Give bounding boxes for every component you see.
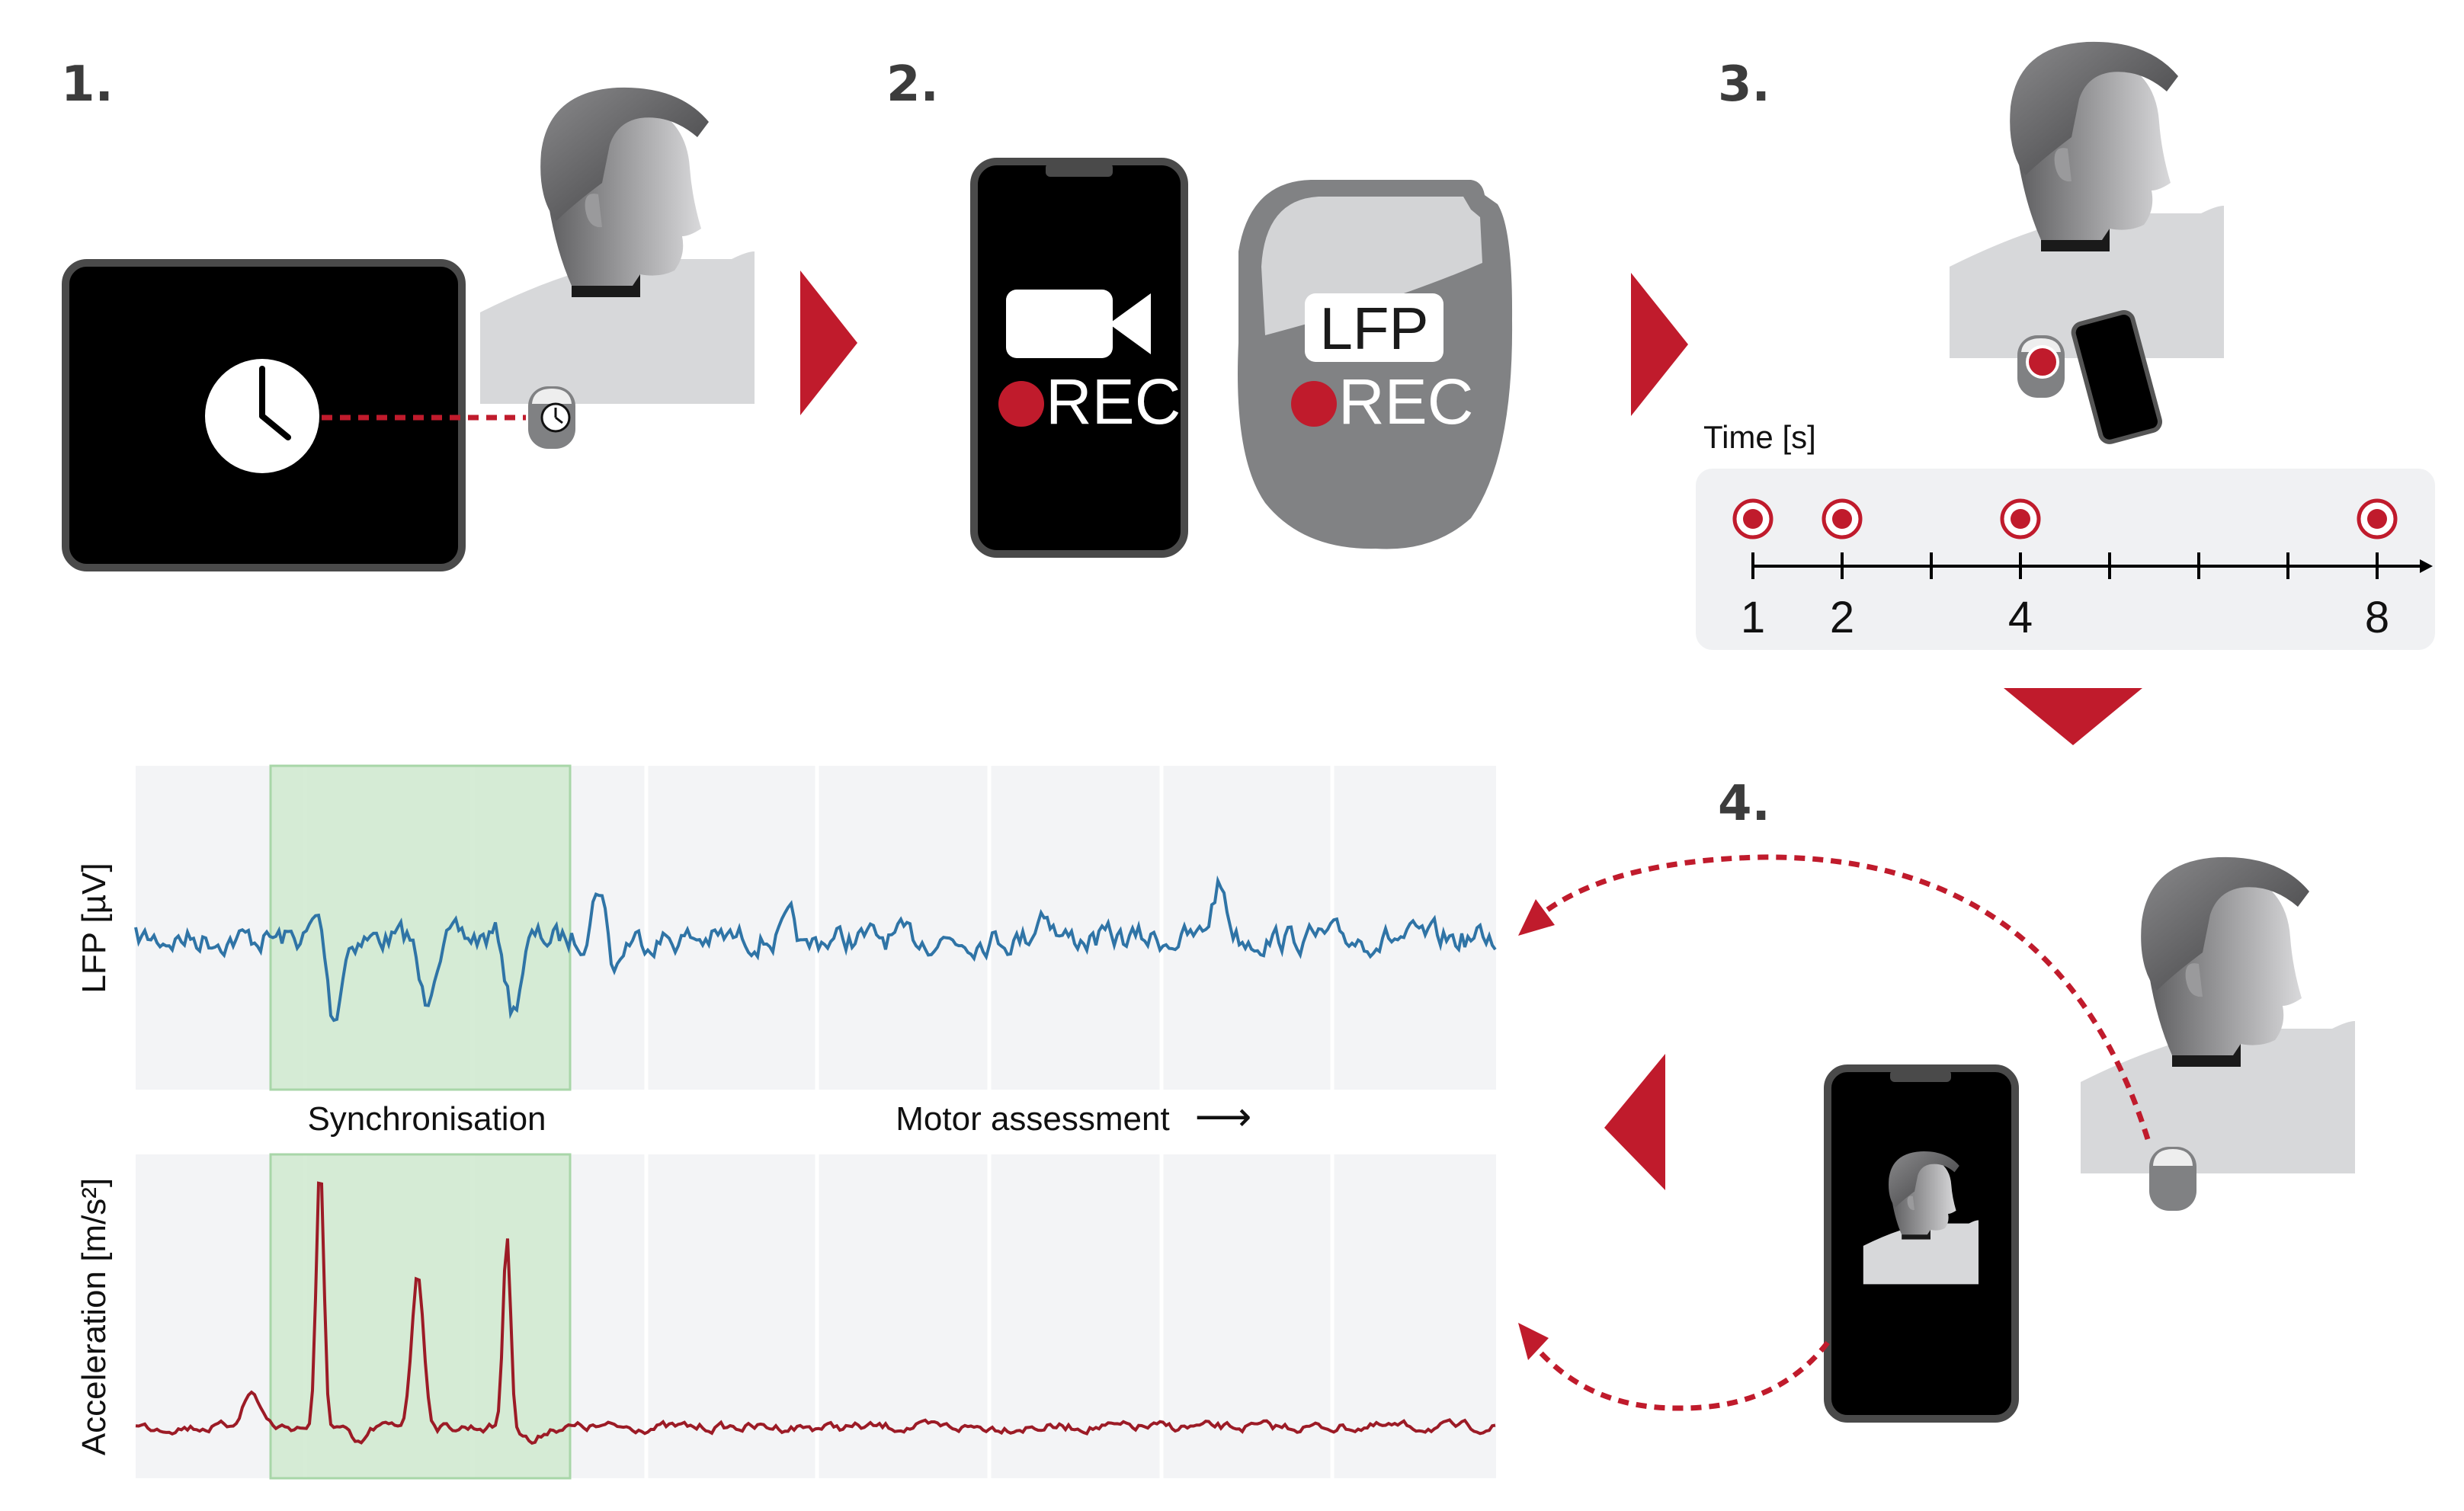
patient-figure-3	[1950, 41, 2224, 359]
video-camera-icon	[1006, 290, 1151, 358]
data-transfer-arrow-lfp	[1530, 854, 2151, 1141]
acceleration-plot: Acceleration [m/s²]	[75, 1153, 1496, 1480]
timeline-rec-dot	[2367, 509, 2387, 529]
acc-trace	[135, 1181, 1496, 1445]
phone-rec-label: REC	[1046, 366, 1181, 437]
step-3-label: 3.	[1718, 56, 1770, 113]
triangle-arrow-icon-left	[1604, 1054, 1665, 1190]
sync-band-acc	[269, 1153, 572, 1480]
lfp-trace	[134, 875, 1497, 1023]
step-1-label: 1.	[61, 56, 114, 113]
sync-band-lfp	[269, 764, 572, 1091]
motor-arrow-icon: ⟶	[1195, 1095, 1252, 1139]
acc-ylabel: Acceleration [m/s²]	[75, 1178, 113, 1455]
lfp-plot: LFP [µV]	[75, 764, 1497, 1091]
triangle-arrow-icon-down	[2004, 688, 2142, 745]
lfp-badge	[1305, 293, 1443, 362]
timeline-tick-label: 8	[2365, 593, 2389, 642]
ipg-implant-icon-3	[2017, 335, 2065, 398]
patient-figure-4	[2081, 856, 2355, 1173]
ipg-recording: LFP REC	[1238, 180, 1513, 549]
timeline-tick-label: 2	[1830, 593, 1854, 642]
timeline-tick-label: 4	[2008, 593, 2033, 642]
timeline-tick-label: 1	[1741, 593, 1765, 642]
timeline-rec-dot	[1832, 509, 1852, 529]
lfp-ylabel: LFP [µV]	[75, 863, 113, 993]
timeline-panel: 1 2 4 8	[1696, 469, 2435, 650]
triangle-arrow-icon	[800, 271, 857, 415]
clock-icon	[205, 359, 319, 473]
patient-figure-1	[480, 87, 755, 404]
clock-icon-small	[540, 402, 571, 433]
ipg-rec-label: REC	[1338, 366, 1473, 437]
motor-label: Motor assessment	[896, 1100, 1169, 1138]
timeline-title: Time [s]	[1703, 419, 1816, 455]
ipg-lfp-label: LFP	[1319, 295, 1428, 362]
smartphone-recording: REC	[970, 158, 1188, 558]
smartphone-video	[1824, 1064, 2019, 1423]
rec-dot-icon	[998, 381, 1044, 427]
timeline-rec-dot	[1743, 509, 1763, 529]
data-transfer-arrow-video	[1530, 1340, 1830, 1411]
sync-label: Synchronisation	[307, 1100, 546, 1138]
rec-dot-icon-ipg	[1291, 381, 1337, 427]
timeline-rec-dot	[2011, 509, 2030, 529]
smartphone-tap	[2071, 309, 2162, 444]
step-4-label: 4.	[1718, 776, 1770, 832]
triangle-arrow-icon-2	[1631, 273, 1688, 416]
ipg-implant-icon-4	[2149, 1147, 2196, 1211]
step-2-label: 2.	[886, 56, 939, 113]
